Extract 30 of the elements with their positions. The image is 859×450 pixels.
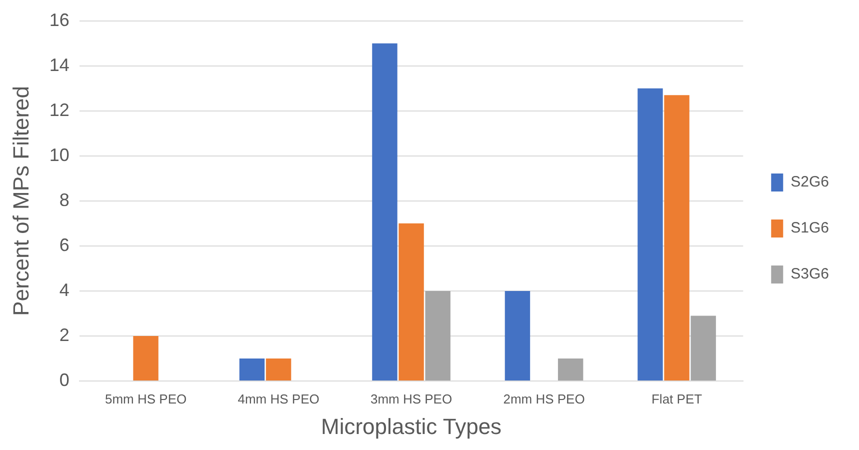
x-tick-label: Flat PET: [651, 391, 702, 406]
bar: [398, 223, 424, 380]
x-tick-label: 4mm HS PEO: [238, 391, 320, 406]
x-axis-title: Microplastic Types: [321, 414, 502, 439]
bar: [638, 88, 663, 380]
y-tick-label: 14: [49, 54, 70, 75]
bar: [504, 290, 530, 380]
x-tick-label: 5mm HS PEO: [104, 391, 187, 406]
legend-label: S2G6: [790, 174, 829, 191]
bar: [690, 316, 716, 380]
y-tick-label: 10: [49, 144, 70, 165]
bar: [425, 290, 450, 380]
x-tick-label: 3mm HS PEO: [370, 391, 452, 406]
bar: [558, 358, 584, 380]
y-tick-label: 16: [49, 10, 70, 30]
x-tick-label: 2mm HS PEO: [503, 391, 585, 406]
bar: [664, 95, 690, 380]
bar: [372, 43, 398, 380]
legend-label: S1G6: [790, 220, 829, 237]
y-axis-title: Percent of MPs Filtered: [8, 86, 34, 316]
y-tick-label: 12: [49, 100, 70, 120]
bar: [239, 358, 265, 380]
y-tick-label: 2: [59, 324, 70, 345]
y-tick-label: 8: [59, 190, 70, 210]
y-tick-label: 6: [59, 234, 70, 255]
y-tick-label: 4: [59, 280, 70, 300]
bar: [133, 336, 158, 380]
bar: [266, 358, 292, 380]
legend-label: S3G6: [790, 266, 829, 283]
y-tick-label: 0: [59, 370, 70, 390]
